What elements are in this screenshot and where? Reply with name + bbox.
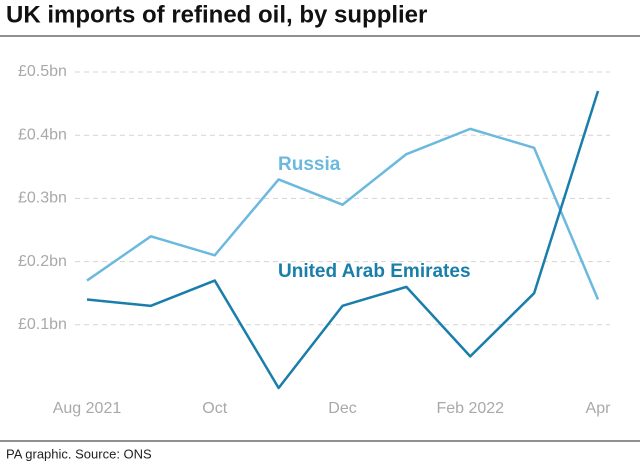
series-line [86,127,600,301]
source: PA graphic. Source: ONS [6,446,152,461]
y-tick-label: £0.1bn [18,316,67,333]
y-tick-label: £0.4bn [18,126,67,143]
y-tick-label: £0.2bn [18,253,67,270]
x-tick-label: Dec [328,400,356,417]
series-label: Russia [278,154,341,175]
x-tick-label: Feb 2022 [436,400,504,417]
y-tick-label: £0.3bn [18,190,67,207]
x-tick-label: Apr [586,400,612,417]
x-tick-label: Oct [202,400,227,417]
chart-title: UK imports of refined oil, by supplier [6,1,427,28]
x-tick-label: Aug 2021 [53,400,122,417]
series-label: United Arab Emirates [278,261,471,282]
y-tick-label: £0.5bn [18,63,67,80]
series-line [86,90,600,390]
